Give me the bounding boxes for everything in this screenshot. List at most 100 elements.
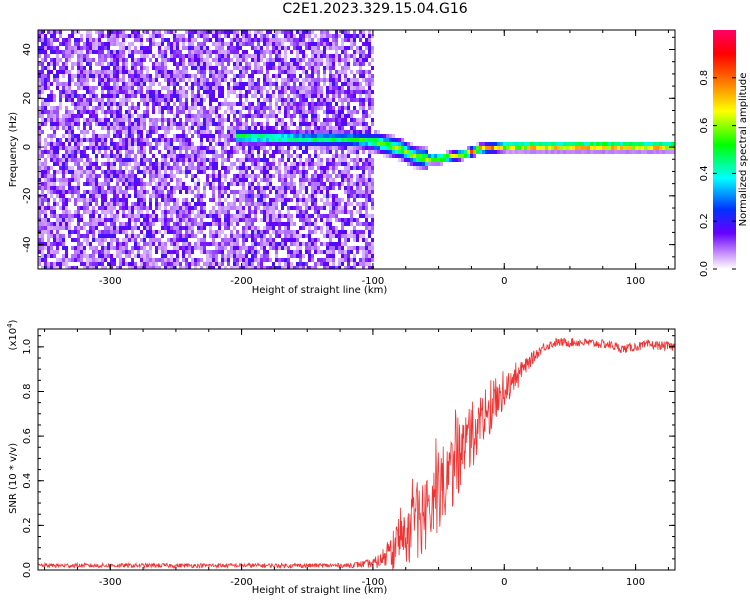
spectrogram-cell — [299, 234, 302, 238]
spectrogram-cell — [95, 42, 98, 46]
spectrogram-cell — [116, 126, 119, 130]
spectrogram-cell — [71, 154, 74, 158]
spectrogram-cell — [158, 218, 161, 222]
spectrogram-cell — [296, 170, 299, 174]
spectrogram-cell — [152, 146, 155, 150]
spectrogram-cell — [341, 198, 344, 202]
spectrogram-cell — [281, 190, 284, 194]
spectrogram-cell — [113, 186, 116, 190]
spectrogram-cell — [221, 42, 224, 46]
spectrogram-cell — [134, 62, 137, 66]
spectrogram-cell — [302, 146, 305, 150]
spectrogram-cell — [338, 106, 341, 110]
spectrogram-cell — [164, 242, 167, 246]
spectrogram-cell — [143, 110, 146, 114]
spectrogram-cell — [104, 86, 107, 90]
spectrogram-cell — [275, 166, 278, 170]
spectrogram-cell — [113, 206, 116, 210]
spectrogram-cell — [350, 250, 353, 254]
spectrogram-cell — [215, 30, 218, 34]
spectrogram-cell — [191, 226, 194, 230]
spectrogram-cell — [191, 262, 194, 266]
spectrogram-cell — [158, 50, 161, 54]
spectrogram-cell — [326, 250, 329, 254]
spectrogram-cell — [47, 30, 50, 34]
spectrogram-cell — [299, 38, 302, 42]
spectrogram-cell — [161, 198, 164, 202]
spectrogram-cell — [155, 42, 158, 46]
spectrogram-cell — [89, 70, 92, 74]
spectrogram-cell — [260, 194, 263, 198]
spectrogram-cell — [317, 186, 320, 190]
spectrogram-cell — [116, 34, 119, 38]
spectrogram-cell — [323, 134, 326, 138]
spectrogram-cell — [131, 58, 134, 62]
spectrogram-cell — [263, 238, 266, 242]
spectrogram-cell — [308, 130, 311, 134]
spectrogram-cell — [257, 154, 260, 158]
spectrogram-cell — [182, 226, 185, 230]
spectrogram-cell — [47, 178, 50, 182]
spectrogram-cell — [125, 202, 128, 206]
spectrogram-cell — [239, 54, 242, 58]
spectrogram-cell — [245, 134, 248, 138]
spectrogram-cell — [170, 58, 173, 62]
spectrogram-cell — [128, 178, 131, 182]
spectrogram-cell — [311, 246, 314, 250]
spectrogram-cell — [326, 130, 329, 134]
spectrogram-cell — [56, 158, 59, 162]
spectrogram-cell — [74, 42, 77, 46]
spectrogram-cell — [281, 214, 284, 218]
spectrogram-cell — [323, 182, 326, 186]
spectrogram-cell — [200, 126, 203, 130]
spectrogram-cell — [167, 182, 170, 186]
spectrogram-cell — [158, 74, 161, 78]
spectrogram-cell — [80, 218, 83, 222]
spectrogram-cell — [131, 66, 134, 70]
spectrogram-cell — [182, 234, 185, 238]
spectrogram-cell — [170, 50, 173, 54]
spectrogram-cell — [140, 202, 143, 206]
spectrogram-cell — [287, 86, 290, 90]
spectrogram-cell — [197, 46, 200, 50]
spectrogram-cell — [149, 86, 152, 90]
spectrogram-cell — [221, 182, 224, 186]
spectrogram-cell — [221, 258, 224, 262]
spectrogram-cell — [125, 46, 128, 50]
spectrogram-cell — [38, 54, 41, 58]
spectrogram-cell — [77, 106, 80, 110]
spectrogram-cell — [209, 182, 212, 186]
spectrogram-cell — [326, 158, 329, 162]
spectrogram-cell — [56, 222, 59, 226]
spectrogram-cell — [80, 170, 83, 174]
spectrogram-cell — [326, 186, 329, 190]
spectrogram-cell — [242, 214, 245, 218]
spectrogram-cell — [98, 62, 101, 66]
spectrogram-cell — [53, 142, 56, 146]
spectrogram-cell — [314, 58, 317, 62]
spectrogram-cell — [233, 54, 236, 58]
spectrogram-cell — [152, 154, 155, 158]
spectrogram-cell — [275, 82, 278, 86]
spectrogram-cell — [266, 230, 269, 234]
spectrogram-cell — [86, 82, 89, 86]
spectrogram-cell — [209, 122, 212, 126]
spectrogram-cell — [131, 34, 134, 38]
spectrogram-cell — [125, 118, 128, 122]
spectrogram-cell — [140, 130, 143, 134]
spectrogram-cell — [251, 210, 254, 214]
spectrogram-cell — [92, 94, 95, 98]
spectrogram-cell — [227, 194, 230, 198]
spectrogram-cell — [158, 178, 161, 182]
spectrogram-cell — [311, 30, 314, 34]
spectrogram-cell — [80, 250, 83, 254]
spectrogram-cell — [245, 238, 248, 242]
spectrogram-cell — [332, 86, 335, 90]
spectrogram-cell — [356, 202, 359, 206]
spectrogram-cell — [293, 46, 296, 50]
spectrogram-cell — [173, 46, 176, 50]
spectrogram-cell — [134, 202, 137, 206]
spectrogram-cell — [41, 62, 44, 66]
spectrogram-cell — [350, 98, 353, 102]
spectrogram-cell — [332, 198, 335, 202]
